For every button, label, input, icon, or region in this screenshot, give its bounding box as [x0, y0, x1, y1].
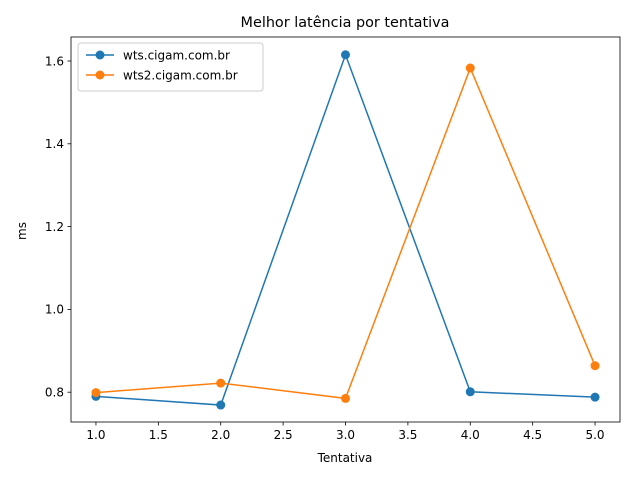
- legend: wts.cigam.com.br wts2.cigam.com.br: [77, 42, 264, 92]
- legend-swatch-marker: [95, 70, 105, 80]
- data-point: [216, 378, 226, 388]
- data-point: [216, 400, 226, 410]
- y-axis: 0.8 1.0 1.2 1.4 1.6: [45, 54, 71, 399]
- x-tick-label: 5.0: [585, 428, 604, 442]
- data-point: [341, 393, 350, 403]
- x-tick-label: 4.5: [523, 428, 542, 442]
- series-line-1: [95, 52, 596, 406]
- y-tick-label: 0.8: [45, 385, 64, 399]
- x-axis-label: Tentativa: [317, 451, 373, 465]
- plot-frame: [70, 36, 621, 423]
- data-point: [91, 388, 101, 398]
- legend-swatch-marker: [95, 50, 105, 60]
- legend-label: wts.cigam.com.br: [123, 48, 230, 62]
- y-tick-label: 1.4: [45, 137, 64, 151]
- data-point: [465, 63, 475, 73]
- x-tick-label: 1.0: [86, 428, 105, 442]
- x-tick-label: 1.5: [149, 428, 168, 442]
- x-tick-label: 4.0: [461, 428, 480, 442]
- y-tick-label: 1.0: [45, 303, 64, 317]
- series-layer: [91, 50, 600, 410]
- chart-title: Melhor latência por tentativa: [241, 15, 450, 31]
- legend-label: wts2.cigam.com.br: [123, 68, 238, 82]
- y-tick-label: 1.2: [45, 220, 64, 234]
- data-point: [590, 361, 600, 371]
- x-tick-label: 3.5: [398, 428, 417, 442]
- x-tick-label: 2.5: [274, 428, 293, 442]
- series-line-2: [95, 66, 596, 400]
- x-tick-label: 2.0: [211, 428, 230, 442]
- x-axis: 1.0 1.5 2.0 2.5 3.0 3.5 4.0 4.5 5.0: [86, 422, 605, 442]
- data-point: [465, 387, 475, 397]
- data-point: [590, 392, 600, 402]
- x-tick-label: 3.0: [336, 428, 355, 442]
- legend-box: [77, 42, 264, 92]
- y-axis-label: ms: [15, 222, 29, 240]
- y-tick-label: 1.6: [45, 54, 64, 68]
- data-point: [341, 50, 350, 60]
